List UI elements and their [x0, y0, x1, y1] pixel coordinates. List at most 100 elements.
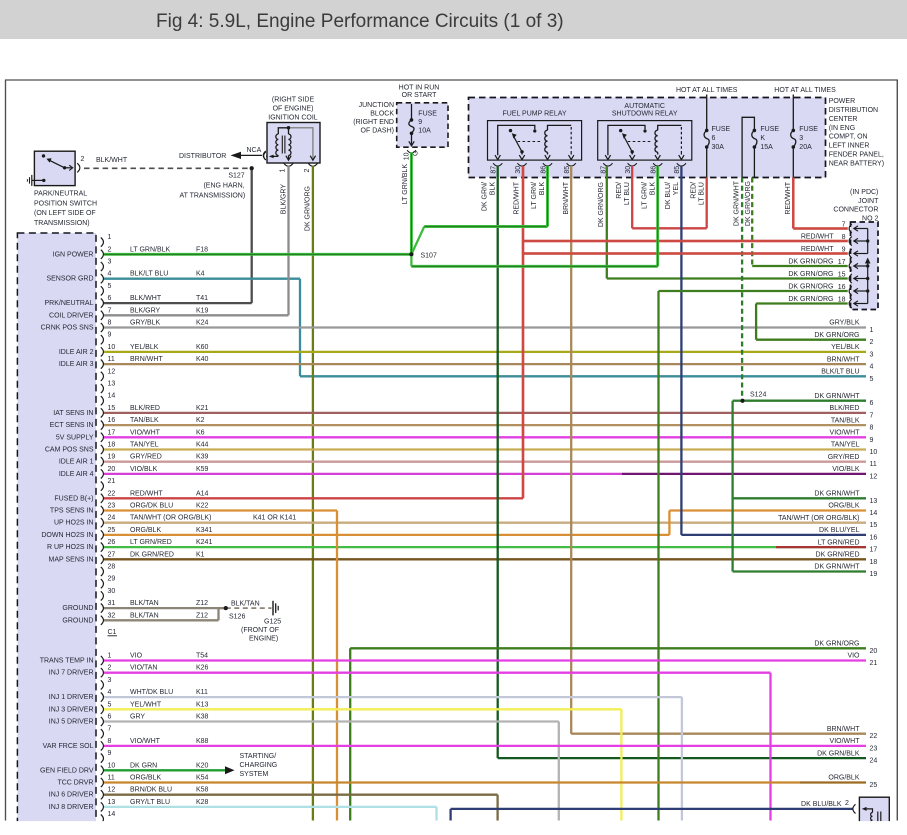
- svg-text:FUSE: FUSE: [712, 126, 731, 133]
- svg-text:10: 10: [403, 152, 410, 160]
- svg-text:TAN/YEL: TAN/YEL: [831, 442, 860, 449]
- svg-text:(ON LEFT SIDE OF: (ON LEFT SIDE OF: [34, 210, 96, 217]
- svg-text:POWER: POWER: [829, 98, 855, 105]
- svg-text:PRK/NEUTRAL: PRK/NEUTRAL: [44, 300, 93, 307]
- svg-text:YEL/BLK: YEL/BLK: [130, 344, 159, 351]
- svg-text:17: 17: [870, 547, 878, 554]
- svg-text:18: 18: [870, 559, 878, 566]
- svg-text:10A: 10A: [418, 128, 431, 135]
- svg-text:POSITION SWITCH: POSITION SWITCH: [34, 200, 97, 207]
- svg-text:S127: S127: [228, 173, 244, 180]
- svg-text:CHARGING: CHARGING: [240, 762, 278, 769]
- svg-text:GRY/RED: GRY/RED: [828, 454, 860, 461]
- svg-text:30: 30: [625, 166, 632, 174]
- svg-text:16: 16: [838, 284, 846, 291]
- svg-text:TAN/BLK: TAN/BLK: [831, 417, 860, 424]
- svg-text:ORG/BLK: ORG/BLK: [130, 527, 161, 534]
- svg-text:K24: K24: [196, 320, 209, 327]
- svg-text:VIO/BLK: VIO/BLK: [130, 466, 158, 473]
- svg-text:LEFT INNER: LEFT INNER: [829, 143, 870, 150]
- svg-text:PARK/NEUTRAL: PARK/NEUTRAL: [34, 191, 87, 198]
- svg-text:S126: S126: [229, 613, 245, 620]
- svg-text:YEL/BLK: YEL/BLK: [831, 344, 860, 351]
- svg-text:K60: K60: [196, 344, 209, 351]
- svg-text:BLK/LT BLU: BLK/LT BLU: [130, 271, 168, 278]
- svg-text:11: 11: [108, 775, 115, 782]
- svg-text:K54: K54: [196, 775, 209, 782]
- svg-text:GRY/LT BLU: GRY/LT BLU: [130, 799, 170, 806]
- svg-text:DK GRN/ORG: DK GRN/ORG: [788, 259, 833, 266]
- svg-text:DK GRN/WHT: DK GRN/WHT: [814, 393, 860, 400]
- svg-text:7: 7: [108, 307, 112, 314]
- svg-text:NEAR BATTERY): NEAR BATTERY): [829, 161, 884, 168]
- svg-text:VIO/BLK: VIO/BLK: [832, 466, 860, 473]
- svg-text:S124: S124: [750, 392, 766, 399]
- svg-text:DOWN HO2S IN: DOWN HO2S IN: [41, 532, 93, 539]
- svg-text:GROUND: GROUND: [62, 617, 93, 624]
- svg-text:RED/WHT: RED/WHT: [785, 181, 792, 214]
- svg-text:WHT/DK BLU: WHT/DK BLU: [130, 689, 173, 696]
- svg-text:IAT SENS IN: IAT SENS IN: [53, 410, 93, 417]
- svg-text:7: 7: [842, 221, 846, 228]
- svg-text:2: 2: [108, 246, 112, 253]
- svg-text:INJ 7 DRIVER: INJ 7 DRIVER: [49, 670, 94, 677]
- svg-text:TRANS TEMP IN: TRANS TEMP IN: [40, 658, 94, 665]
- svg-text:BLK/WHT: BLK/WHT: [130, 295, 162, 302]
- svg-text:CENTER: CENTER: [829, 116, 858, 123]
- svg-text:K11: K11: [196, 689, 208, 696]
- svg-text:BLK: BLK: [649, 182, 656, 196]
- svg-text:BRN/WHT: BRN/WHT: [130, 356, 163, 363]
- svg-text:K4: K4: [196, 271, 205, 278]
- svg-text:FUEL PUMP RELAY: FUEL PUMP RELAY: [502, 111, 566, 118]
- svg-text:R UP HO2S IN: R UP HO2S IN: [47, 544, 94, 551]
- svg-text:RED/WHT: RED/WHT: [130, 490, 163, 497]
- svg-text:8: 8: [108, 320, 112, 327]
- svg-text:ORG/BLK: ORG/BLK: [130, 775, 161, 782]
- svg-text:18: 18: [838, 296, 846, 303]
- svg-text:8: 8: [870, 425, 874, 432]
- svg-text:6: 6: [870, 400, 874, 407]
- svg-text:4: 4: [870, 364, 874, 371]
- svg-text:VIO: VIO: [847, 653, 860, 660]
- svg-text:BLK/LT BLU: BLK/LT BLU: [821, 369, 859, 376]
- svg-text:30: 30: [515, 166, 522, 174]
- svg-text:IGN POWER: IGN POWER: [53, 251, 94, 258]
- svg-text:ENGINE): ENGINE): [249, 636, 278, 643]
- svg-text:GROUND: GROUND: [62, 605, 93, 612]
- svg-text:COIL DRIVER: COIL DRIVER: [49, 312, 93, 319]
- svg-text:K13: K13: [196, 701, 209, 708]
- svg-text:IGNITION COIL: IGNITION COIL: [268, 115, 318, 122]
- svg-text:K40: K40: [196, 356, 209, 363]
- svg-text:BRN/WHT: BRN/WHT: [827, 726, 860, 733]
- svg-text:21: 21: [108, 478, 116, 485]
- svg-text:DK GRN/ORG: DK GRN/ORG: [745, 181, 752, 226]
- svg-text:11: 11: [870, 461, 877, 468]
- svg-text:10: 10: [108, 344, 116, 351]
- svg-text:SENSOR GRD: SENSOR GRD: [46, 276, 93, 283]
- svg-text:31: 31: [108, 600, 116, 607]
- svg-text:30: 30: [108, 588, 116, 595]
- svg-text:(RIGHT END: (RIGHT END: [353, 119, 394, 126]
- svg-text:9: 9: [842, 246, 846, 253]
- svg-text:RED/WHT: RED/WHT: [801, 234, 834, 241]
- svg-text:K22: K22: [196, 503, 209, 510]
- svg-text:BLK/TAN: BLK/TAN: [130, 600, 159, 607]
- svg-text:K41 OR K141: K41 OR K141: [253, 515, 296, 522]
- svg-text:INJ 3 DRIVER: INJ 3 DRIVER: [49, 706, 94, 713]
- svg-text:1: 1: [108, 653, 112, 660]
- svg-text:K241: K241: [196, 539, 212, 546]
- svg-text:23: 23: [108, 503, 116, 510]
- svg-text:K44: K44: [196, 442, 209, 449]
- svg-text:16: 16: [108, 417, 116, 424]
- svg-text:(RIGHT SIDE: (RIGHT SIDE: [272, 97, 315, 104]
- svg-text:3: 3: [799, 135, 803, 142]
- svg-text:21: 21: [870, 660, 878, 667]
- svg-text:DK GRN/ORG: DK GRN/ORG: [788, 284, 833, 291]
- svg-text:87: 87: [491, 166, 498, 174]
- svg-text:RED/: RED/: [616, 182, 623, 199]
- svg-text:FUSE: FUSE: [760, 126, 779, 133]
- svg-text:K21: K21: [196, 405, 209, 412]
- svg-text:18: 18: [108, 442, 116, 449]
- svg-text:DISTRIBUTOR: DISTRIBUTOR: [179, 153, 226, 160]
- svg-text:K88: K88: [196, 738, 209, 745]
